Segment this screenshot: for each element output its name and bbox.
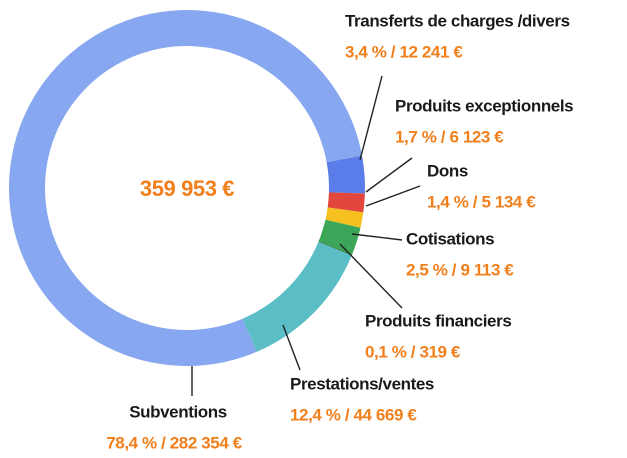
slice-value: 78,4 % / 282 354 €: [106, 433, 242, 452]
slice-value: 1,4 % / 5 134 €: [427, 192, 536, 211]
donut-slice: [318, 219, 361, 255]
slice-name: Produits exceptionnels: [395, 96, 573, 115]
slice-value: 1,7 % / 6 123 €: [395, 127, 504, 146]
slice-name: Cotisations: [406, 229, 494, 248]
leader-line: [365, 185, 421, 207]
slice-name: Transferts de charges /divers: [345, 11, 570, 30]
leader-line: [365, 157, 413, 193]
slice-name: Dons: [427, 161, 468, 180]
donut-slice: [318, 241, 353, 256]
center-label: 359 953 €: [140, 176, 234, 201]
leader-line: [282, 324, 301, 371]
donut-slice: [325, 207, 364, 228]
slice-value: 2,5 % / 9 113 €: [406, 260, 514, 279]
slice-name: Subventions: [129, 402, 227, 421]
leader-line: [339, 243, 403, 309]
donut-slice: [242, 241, 352, 352]
slice-value: 12,4 % / 44 669 €: [290, 405, 417, 424]
donut-slice: [326, 155, 365, 194]
donut-slice: [327, 192, 365, 213]
slice-value: 0,1 % / 319 €: [365, 342, 461, 361]
slice-value: 3,4 % / 12 241 €: [345, 42, 463, 61]
leader-line: [359, 75, 383, 161]
leader-line: [351, 233, 403, 241]
slice-name: Produits financiers: [365, 311, 511, 330]
slice-name: Prestations/ventes: [290, 374, 434, 393]
